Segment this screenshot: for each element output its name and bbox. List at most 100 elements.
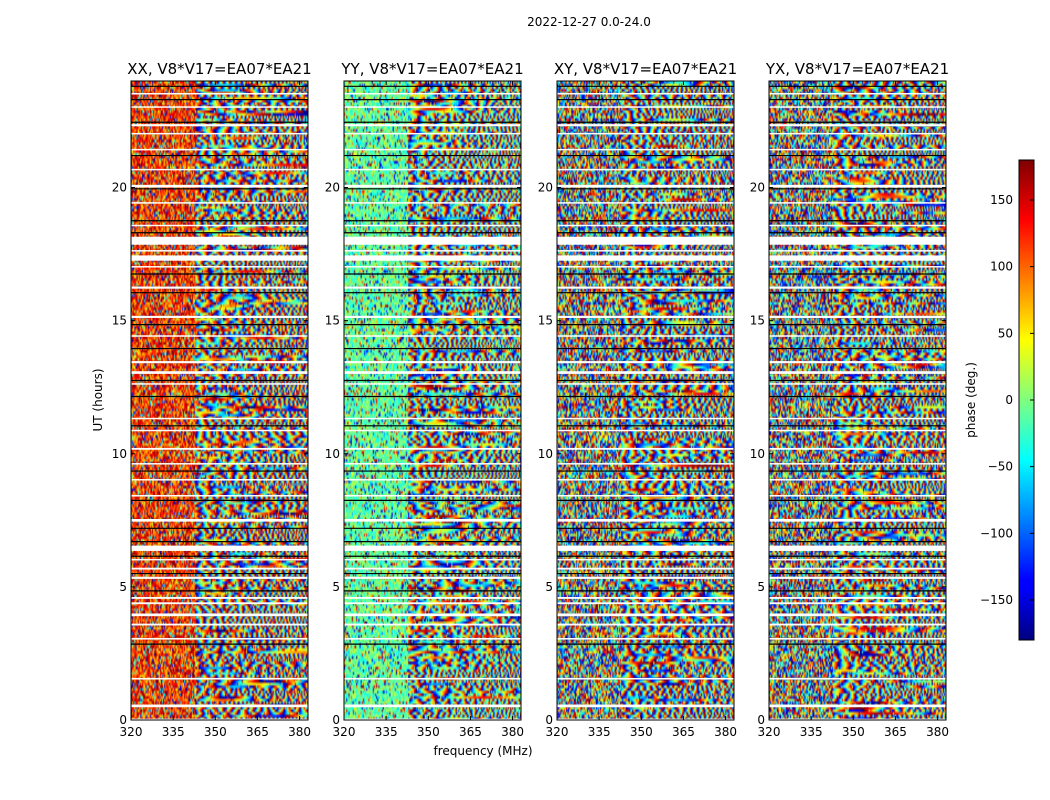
flagged-band <box>131 613 308 617</box>
flagged-band <box>769 250 946 252</box>
panel-xy: XY, V8*V17=EA07*EA21 320 335 350 365 380 0 5 10 1… <box>538 60 737 739</box>
flagged-band <box>557 602 734 605</box>
flagged-band <box>131 224 308 227</box>
flagged-band <box>344 286 521 289</box>
flagged-band <box>344 718 521 721</box>
x-tick-label: 365 <box>884 725 907 739</box>
colorbar-tick-label: 0 <box>1005 393 1013 407</box>
y-tick-label: 10 <box>538 447 553 461</box>
y-tick-label: 5 <box>545 580 553 594</box>
panel-frame <box>130 80 309 721</box>
flagged-band <box>344 106 521 108</box>
flagged-band <box>131 417 308 420</box>
flagged-band <box>769 236 946 245</box>
flagged-band <box>769 518 946 522</box>
x-tick-label: 365 <box>246 725 269 739</box>
panel-title: XX, V8*V17=EA07*EA21 <box>127 60 311 78</box>
flagged-band <box>344 558 521 561</box>
flagged-band <box>557 613 734 617</box>
flagged-band <box>344 545 521 551</box>
y-tick-label: 20 <box>750 181 765 195</box>
flagged-band <box>344 236 521 245</box>
flagged-band <box>769 596 946 599</box>
flagged-band <box>557 236 734 245</box>
flagged-band <box>769 255 946 261</box>
flagged-band <box>131 132 308 135</box>
flagged-band <box>557 184 734 188</box>
panel-frame <box>556 80 735 721</box>
flagged-band <box>769 637 946 640</box>
flagged-band <box>557 315 734 318</box>
flagged-band <box>131 447 308 450</box>
flagged-band <box>344 383 521 385</box>
x-tick-label: 365 <box>459 725 482 739</box>
flagged-band <box>131 255 308 261</box>
flagged-band <box>131 518 308 522</box>
flagged-band <box>131 124 308 127</box>
flagged-band <box>769 495 946 497</box>
x-tick-label: 380 <box>926 725 949 739</box>
x-tick-label: 350 <box>417 725 440 739</box>
flagged-band <box>769 429 946 432</box>
y-axis-label: UT (hours) <box>91 368 105 431</box>
flagged-band <box>557 623 734 626</box>
flagged-band <box>131 168 308 171</box>
flagged-band <box>131 335 308 337</box>
flagged-band <box>557 335 734 337</box>
flagged-band <box>131 286 308 289</box>
flagged-band <box>769 677 946 680</box>
flagged-band <box>557 576 734 579</box>
flagged-band <box>131 704 308 708</box>
flagged-band <box>769 463 946 465</box>
flagged-band <box>131 602 308 605</box>
colorbar-tick-label: 100 <box>990 260 1013 274</box>
flagged-band <box>557 383 734 385</box>
flagged-band <box>344 417 521 420</box>
flagged-band <box>344 124 521 127</box>
flagged-band <box>769 623 946 626</box>
flagged-band <box>344 250 521 252</box>
flagged-band <box>557 567 734 570</box>
flagged-band <box>557 495 734 497</box>
x-tick-label: 380 <box>288 725 311 739</box>
flagged-band <box>344 429 521 432</box>
colorbar-tick-label: −100 <box>980 526 1013 540</box>
flagged-band <box>344 202 521 204</box>
flagged-band <box>344 576 521 579</box>
flagged-band <box>344 148 521 151</box>
flagged-band <box>131 250 308 252</box>
flagged-band <box>344 479 521 481</box>
y-tick-label: 5 <box>119 580 127 594</box>
y-tick-label: 0 <box>545 713 553 727</box>
y-tick-label: 15 <box>750 314 765 328</box>
x-axis-label: frequency (MHz) <box>433 744 532 758</box>
flagged-band <box>769 383 946 385</box>
flagged-band <box>131 567 308 570</box>
flagged-band <box>557 168 734 171</box>
flagged-band <box>344 361 521 364</box>
y-tick-label: 20 <box>538 181 553 195</box>
flagged-band <box>769 361 946 364</box>
flagged-band <box>344 613 521 617</box>
flagged-band <box>344 463 521 465</box>
y-tick-label: 5 <box>757 580 765 594</box>
flagged-band <box>131 236 308 245</box>
x-tick-label: 335 <box>162 725 185 739</box>
flagged-band <box>344 224 521 227</box>
x-tick-label: 320 <box>758 725 781 739</box>
flagged-band <box>557 479 734 481</box>
flagged-band <box>344 168 521 171</box>
flagged-band <box>131 718 308 721</box>
flagged-band <box>769 417 946 420</box>
y-tick-label: 15 <box>538 314 553 328</box>
flagged-band <box>131 361 308 364</box>
flagged-band <box>131 479 308 481</box>
flagged-band <box>557 596 734 599</box>
flagged-band <box>769 168 946 171</box>
flagged-band <box>131 383 308 385</box>
flagged-band <box>557 704 734 708</box>
flagged-band <box>557 447 734 450</box>
flagged-band <box>344 518 521 522</box>
flagged-band <box>344 335 521 337</box>
figure-suptitle: 2022-12-27 0.0-24.0 <box>527 15 651 29</box>
